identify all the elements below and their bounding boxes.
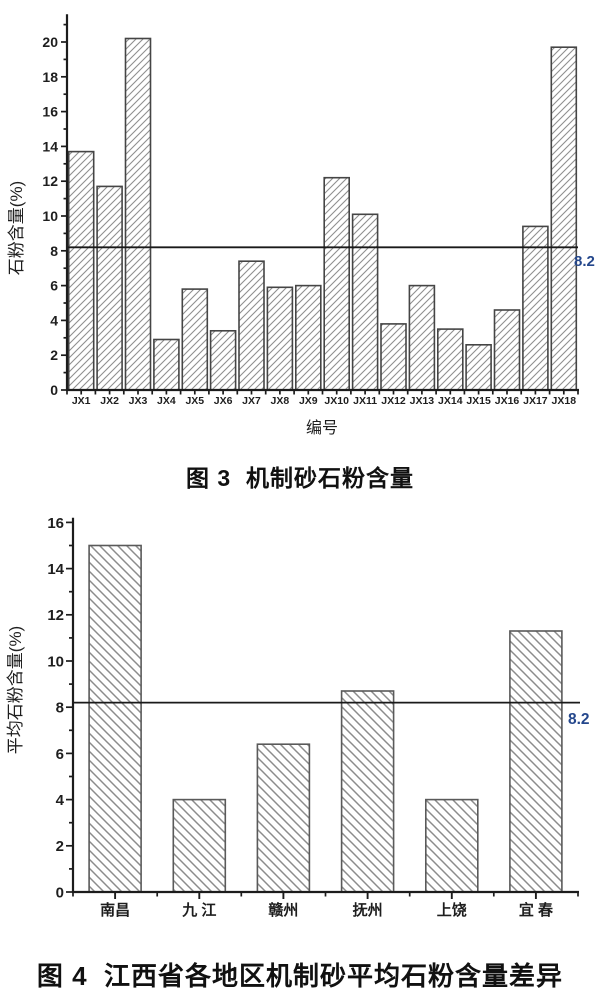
x-category-label: JX2 [100, 395, 119, 407]
y-tick-label: 12 [47, 607, 64, 624]
y-tick-label: 8 [50, 243, 58, 259]
x-category-label: JX11 [353, 395, 377, 407]
x-category-label: JX10 [324, 395, 349, 407]
bar-JX7 [238, 260, 265, 391]
bar-上饶 [424, 798, 479, 893]
bar-JX8 [266, 286, 294, 391]
y-tick-label: 20 [42, 34, 58, 50]
x-category-label: JX15 [466, 395, 491, 407]
figure3-bar-chart: 8.2 0 2 4 6 8 10 12 14 16 18 20 JX1 JX2 JX3 JX4 JX5 JX6 JX… [7, 14, 595, 437]
bar-抚州 [340, 690, 395, 893]
y-tick-label: 6 [50, 278, 58, 294]
y-tick-label: 10 [42, 208, 58, 224]
y-tick-label: 14 [47, 561, 64, 578]
x-category-label: 九 江 [181, 901, 216, 919]
bar-JX17 [522, 225, 549, 391]
x-category-label: JX18 [552, 395, 577, 407]
y-tick-label: 8 [56, 700, 64, 717]
x-category-label: JX3 [129, 395, 148, 407]
bar-JX15 [465, 343, 492, 391]
bar-JX1 [67, 150, 95, 391]
bar-JX9 [294, 284, 322, 391]
y-tick-label: 2 [56, 838, 64, 855]
y-tick-label: 6 [56, 746, 64, 763]
bar-九 江 [172, 798, 227, 893]
bar-JX16 [493, 309, 521, 391]
x-axis-title: 编号 [306, 419, 338, 437]
x-category-label: JX7 [242, 395, 261, 407]
bar-宜 春 [509, 630, 563, 893]
y-tick-label: 16 [47, 515, 64, 532]
bar-赣州 [256, 743, 311, 893]
figure4-bar-chart: 8.2 0 2 4 6 8 10 12 14 16 南昌 九 江 赣州 抚州 上饶 宜 春 平均石粉含量(%) [6, 515, 590, 919]
x-category-label: 宜 春 [519, 901, 553, 919]
x-category-label: JX14 [438, 395, 463, 407]
bar-JX10 [323, 176, 351, 391]
x-category-label: 赣州 [268, 901, 298, 919]
x-category-label: JX17 [523, 395, 548, 407]
bar-JX2 [96, 185, 123, 391]
y-tick-label: 4 [50, 312, 58, 328]
bar-JX6 [209, 329, 237, 391]
x-category-label: JX16 [495, 395, 520, 407]
y-tick-label: 2 [50, 347, 58, 363]
x-category-label: JX9 [299, 395, 318, 407]
x-category-label: 上饶 [437, 901, 467, 919]
y-tick-label: 4 [56, 792, 65, 809]
x-category-label: JX6 [214, 395, 233, 407]
y-tick-label: 10 [47, 653, 64, 670]
bar-JX4 [153, 338, 180, 391]
x-category-label: JX4 [157, 395, 176, 407]
y-axis-title: 平均石粉含量(%) [6, 626, 25, 754]
y-tick-label: 0 [56, 884, 64, 901]
x-category-label: JX5 [185, 395, 204, 407]
x-category-label: JX12 [381, 395, 406, 407]
y-tick-label: 16 [42, 104, 58, 120]
reference-line-label: 8.2 [568, 711, 590, 728]
x-category-label: JX1 [72, 395, 91, 407]
bar-JX13 [408, 284, 436, 391]
bar-JX11 [351, 213, 379, 391]
bar-JX5 [181, 288, 209, 391]
figure4-caption: 图 4 江西省各地区机制砂平均石粉含量差异 [36, 961, 564, 991]
bar-JX12 [380, 323, 407, 391]
y-tick-label: 14 [42, 138, 58, 154]
y-tick-label: 18 [42, 69, 58, 85]
bar-南昌 [88, 544, 142, 893]
x-category-label: 抚州 [353, 901, 383, 919]
reference-line-label: 8.2 [574, 253, 595, 270]
x-category-label: JX13 [410, 395, 435, 407]
y-axis-title: 石粉含量(%) [7, 181, 26, 275]
x-category-label: JX8 [271, 395, 290, 407]
bar-JX14 [436, 328, 464, 391]
y-tick-label: 0 [50, 382, 58, 398]
bar-JX3 [124, 37, 152, 391]
y-tick-label: 12 [42, 173, 58, 189]
figure3-caption: 图 3 机制砂石粉含量 [186, 465, 414, 491]
bar-JX18 [550, 46, 578, 391]
x-category-label: 南昌 [100, 901, 130, 919]
